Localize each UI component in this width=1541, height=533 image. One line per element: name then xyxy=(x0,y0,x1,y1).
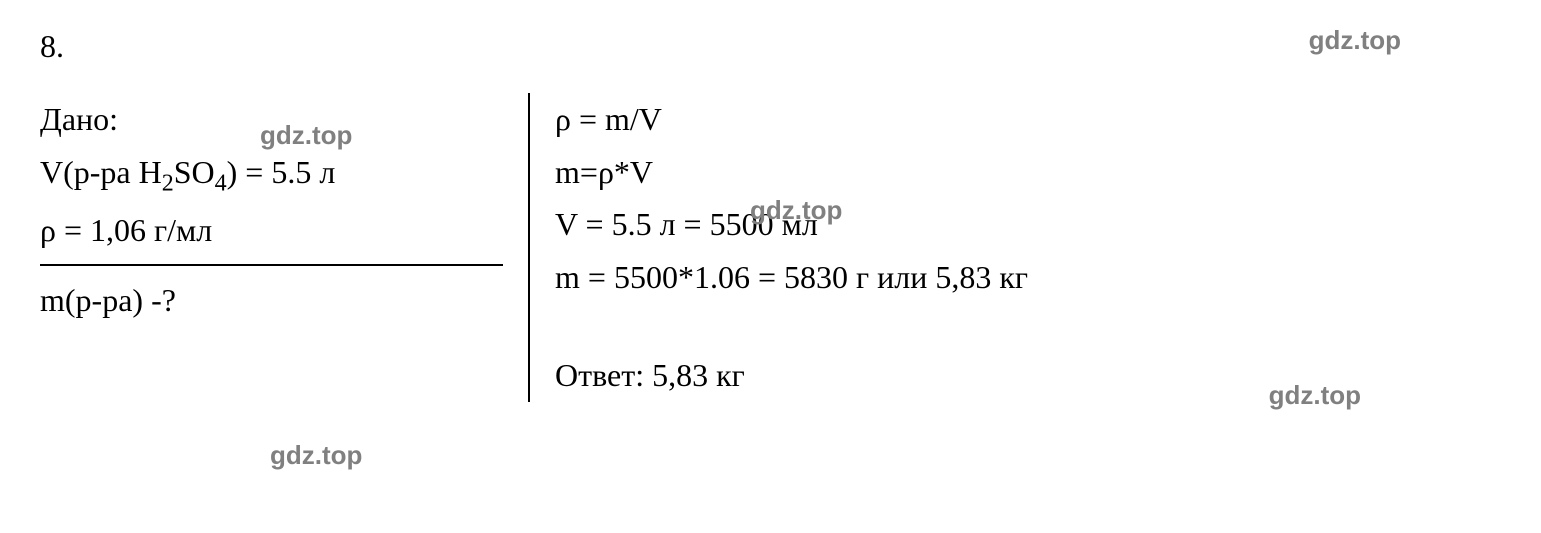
formula-mass: m=ρ*V xyxy=(555,146,1028,199)
given-v-sub1: 2 xyxy=(162,170,174,196)
header-row: 8. xyxy=(40,20,1501,73)
right-column: ρ = m/V m=ρ*V V = 5.5 л = 5500 мл m = 55… xyxy=(530,93,1028,402)
given-volume: V(р-ра H2SO4) = 5.5 л xyxy=(40,146,503,204)
find-mass: m(р-ра) -? xyxy=(40,274,503,327)
watermark-top-right: gdz.top xyxy=(1309,25,1401,56)
answer: Ответ: 5,83 кг xyxy=(555,349,1028,402)
watermark-right-mid: gdz.top xyxy=(750,195,842,226)
given-v-sub2: 4 xyxy=(215,170,227,196)
watermark-bottom-left: gdz.top xyxy=(270,440,362,471)
formula-density: ρ = m/V xyxy=(555,93,1028,146)
problem-number: 8. xyxy=(40,20,64,73)
watermark-left-mid: gdz.top xyxy=(260,120,352,151)
given-v-suffix: ) = 5.5 л xyxy=(227,154,336,190)
given-section: Дано: V(р-ра H2SO4) = 5.5 л ρ = 1,06 г/м… xyxy=(40,93,503,267)
given-density: ρ = 1,06 г/мл xyxy=(40,204,503,257)
watermark-bottom-right: gdz.top xyxy=(1269,380,1361,411)
given-v-mid: SO xyxy=(174,154,215,190)
given-v-prefix: V(р-ра H xyxy=(40,154,162,190)
mass-calculation: m = 5500*1.06 = 5830 г или 5,83 кг xyxy=(555,251,1028,304)
